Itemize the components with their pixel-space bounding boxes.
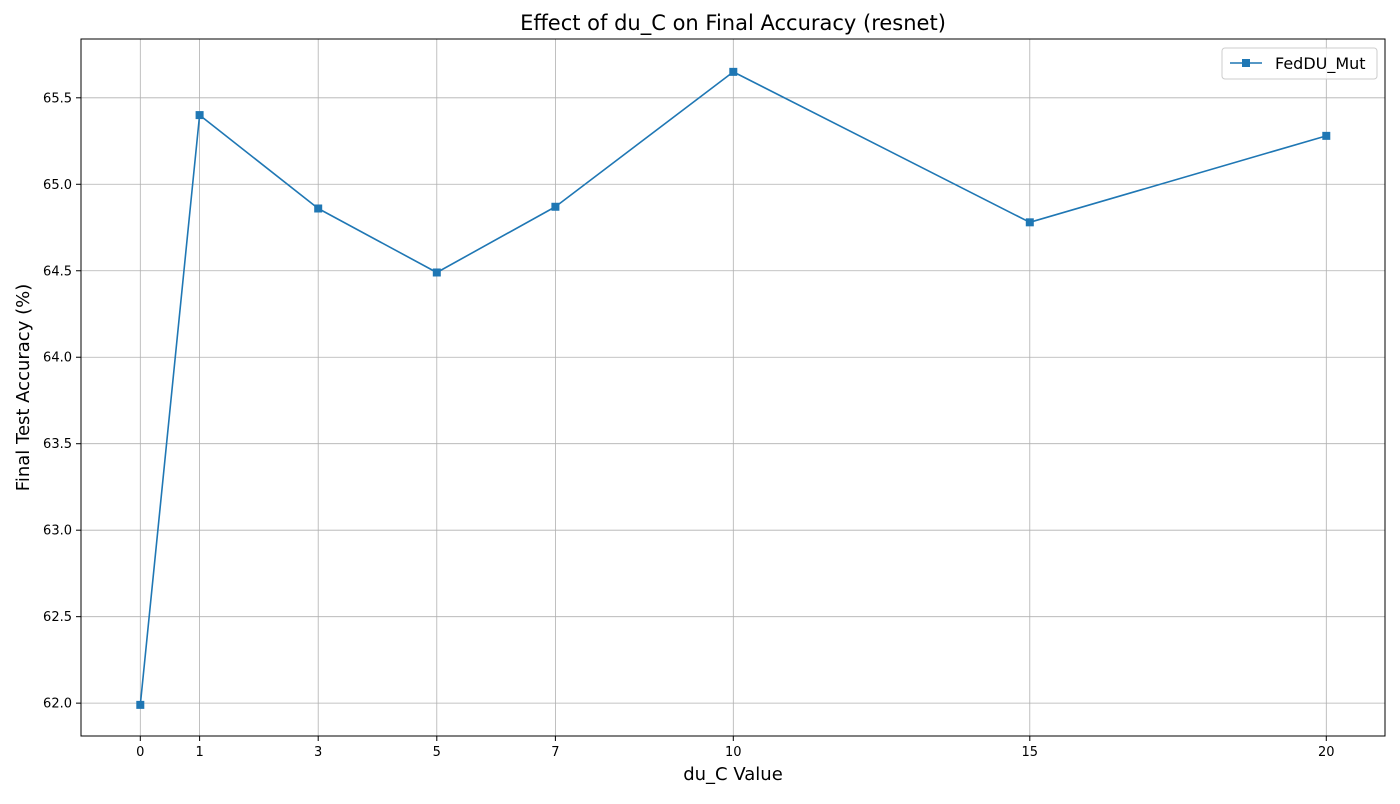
x-tick-label: 15 [1022, 745, 1039, 760]
data-point [551, 202, 560, 211]
x-tick-label: 0 [136, 745, 144, 760]
x-tick-label: 7 [551, 745, 559, 760]
x-axis-label: du_C Value [683, 764, 783, 785]
x-tick-label: 10 [725, 745, 742, 760]
data-point [432, 268, 441, 277]
series-lines [139, 71, 1327, 705]
x-tick-label: 1 [195, 745, 203, 760]
y-axis-label: Final Test Accuracy (%) [13, 284, 34, 491]
x-tick-label: 20 [1318, 745, 1335, 760]
legend-marker-square [1242, 59, 1250, 67]
y-tick-label: 63.5 [43, 437, 72, 452]
legend-label-feddu-mut: FedDU_Mut [1275, 54, 1366, 74]
y-tick-label: 64.0 [43, 351, 72, 366]
y-tick-label: 63.0 [43, 524, 72, 539]
y-tick-label: 62.0 [43, 697, 72, 712]
data-point [314, 204, 323, 213]
data-markers [136, 67, 1331, 709]
data-point [195, 111, 204, 120]
chart-title: Effect of du_C on Final Accuracy (resnet… [520, 11, 946, 36]
data-point [136, 700, 145, 709]
y-tick-label: 64.5 [43, 264, 72, 279]
grid-lines [81, 39, 1385, 736]
legend: FedDU_Mut [1221, 47, 1378, 80]
legend-box [1221, 47, 1378, 80]
data-point [1322, 131, 1331, 140]
data-point [729, 67, 738, 76]
x-tick-label: 5 [433, 745, 441, 760]
data-point [1025, 218, 1034, 227]
y-axis-ticks: 62.0 62.5 63.0 63.5 64.0 64.5 65.0 65.5 [43, 91, 81, 712]
y-tick-label: 65.0 [43, 178, 72, 193]
y-tick-label: 62.5 [43, 610, 72, 625]
x-tick-label: 3 [314, 745, 322, 760]
y-tick-label: 65.5 [43, 91, 72, 106]
x-axis-ticks: 0 1 3 5 7 10 15 20 [136, 736, 1335, 760]
series-line-0 [139, 71, 1327, 705]
